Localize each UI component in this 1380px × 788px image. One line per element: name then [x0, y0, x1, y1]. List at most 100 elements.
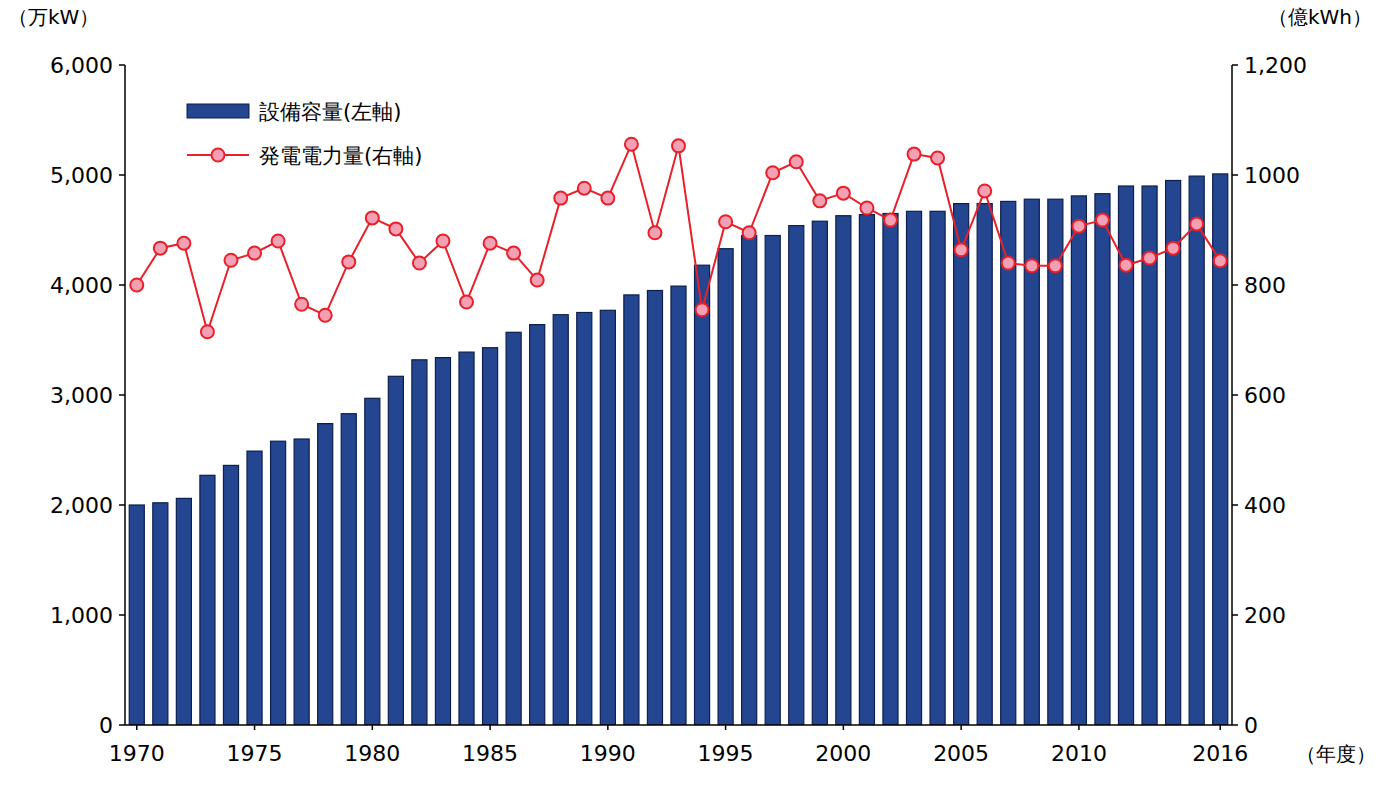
y2-tick-label: 400	[1244, 493, 1286, 518]
bar	[388, 376, 403, 725]
bar	[577, 313, 592, 726]
x-tick-label: 1970	[109, 741, 165, 766]
bar	[247, 451, 262, 725]
bar	[318, 424, 333, 725]
y2-tick	[1232, 64, 1238, 66]
marker	[342, 255, 355, 268]
bar	[1095, 194, 1110, 725]
marker	[908, 148, 921, 161]
bar	[459, 352, 474, 725]
bar	[271, 441, 286, 725]
marker	[978, 184, 991, 197]
y2-tick-label: 1,200	[1244, 53, 1307, 78]
marker	[860, 202, 873, 215]
y2-tick	[1232, 614, 1238, 616]
marker	[955, 243, 968, 256]
y-tick-label: 0	[99, 713, 113, 738]
bar	[718, 249, 733, 725]
bar	[883, 214, 898, 726]
bar	[1048, 199, 1063, 725]
bar	[789, 226, 804, 725]
marker	[507, 247, 520, 260]
y-tick	[119, 614, 125, 616]
x-tick-label: 1990	[580, 741, 636, 766]
y2-tick	[1232, 394, 1238, 396]
marker	[813, 194, 826, 207]
x-tick-label: 1985	[462, 741, 518, 766]
y2-tick	[1232, 174, 1238, 176]
y-tick-label: 4,000	[50, 273, 113, 298]
marker	[1190, 217, 1203, 230]
bar	[1142, 186, 1157, 725]
marker	[460, 296, 473, 309]
marker	[766, 166, 779, 179]
marker	[177, 237, 190, 250]
x-axis-title: （年度）	[1296, 742, 1376, 766]
x-axis-line	[125, 724, 1232, 726]
y-tick	[119, 724, 125, 726]
marker	[931, 151, 944, 164]
y-tick	[119, 64, 125, 66]
y-tick-label: 2,000	[50, 493, 113, 518]
y-tick	[119, 504, 125, 506]
marker	[837, 187, 850, 200]
marker	[648, 226, 661, 239]
y-tick	[119, 174, 125, 176]
bar	[294, 439, 309, 725]
y2-tick-label: 1000	[1244, 163, 1300, 188]
bar	[1166, 181, 1181, 726]
marker	[224, 254, 237, 267]
marker	[1167, 242, 1180, 255]
marker	[1214, 254, 1227, 267]
y2-axis-line	[1231, 65, 1233, 725]
marker	[672, 139, 685, 152]
y-tick	[119, 284, 125, 286]
marker	[436, 235, 449, 248]
bar	[1024, 199, 1039, 725]
marker	[484, 237, 497, 250]
plot-area	[129, 138, 1228, 725]
marker	[884, 214, 897, 227]
bar	[129, 505, 144, 725]
marker	[130, 279, 143, 292]
bar	[954, 204, 969, 725]
y-axis-title: （万kW）	[8, 5, 99, 29]
marker	[1072, 220, 1085, 233]
bar	[365, 398, 380, 725]
y2-tick-label: 200	[1244, 603, 1286, 628]
y2-tick	[1232, 504, 1238, 506]
bar	[765, 236, 780, 726]
marker	[790, 155, 803, 168]
bar	[200, 475, 215, 725]
legend-label: 発電電力量(右軸)	[259, 144, 422, 168]
marker	[295, 298, 308, 311]
marker	[154, 242, 167, 255]
marker	[1143, 252, 1156, 265]
y2-tick	[1232, 724, 1238, 726]
legend-swatch	[187, 104, 249, 118]
x-tick-label: 2016	[1192, 741, 1248, 766]
chart: 01,0002,0003,0004,0005,0006,000020040060…	[0, 0, 1380, 788]
marker	[413, 257, 426, 270]
bar	[977, 204, 992, 725]
bar	[176, 498, 191, 725]
marker	[554, 192, 567, 205]
marker	[743, 226, 756, 239]
marker	[625, 138, 638, 151]
bar	[553, 315, 568, 725]
marker	[719, 215, 732, 228]
bar	[859, 215, 874, 725]
x-tick-label: 1975	[227, 741, 283, 766]
marker	[272, 235, 285, 248]
bar	[600, 310, 615, 725]
y-tick	[119, 394, 125, 396]
marker	[248, 247, 261, 260]
y2-tick	[1232, 284, 1238, 286]
bar	[930, 211, 945, 725]
marker	[531, 274, 544, 287]
marker	[1120, 259, 1133, 272]
bar	[153, 503, 168, 725]
y2-tick-label: 600	[1244, 383, 1286, 408]
marker	[389, 222, 402, 235]
bar	[483, 348, 498, 725]
